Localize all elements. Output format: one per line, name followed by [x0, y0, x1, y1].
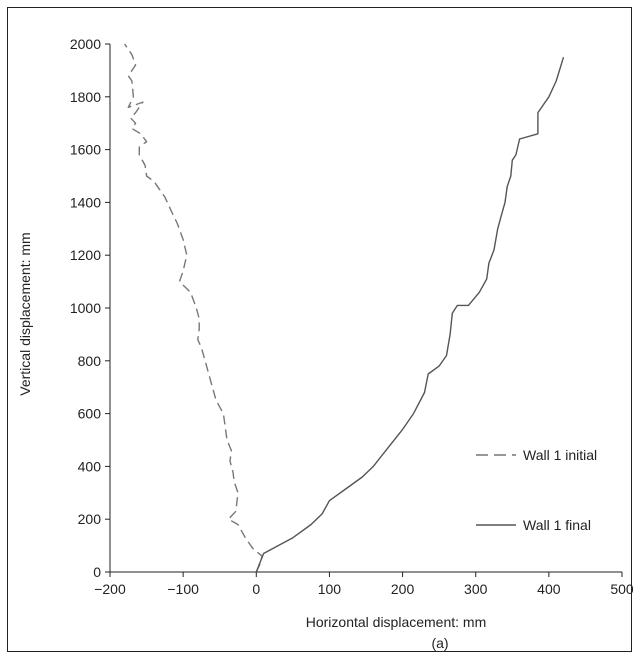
x-tick-label: −200 — [94, 581, 126, 597]
x-tick-label: 200 — [391, 581, 415, 597]
y-tick-label: 1000 — [70, 300, 101, 316]
y-tick-label: 0 — [93, 564, 101, 580]
x-tick-label: 300 — [464, 581, 488, 597]
y-tick-label: 2000 — [70, 36, 101, 52]
y-tick-label: 800 — [78, 353, 102, 369]
x-tick-label: 500 — [610, 581, 634, 597]
series-layer — [124, 43, 565, 573]
y-axis-title: Vertical displacement: mm — [17, 232, 33, 395]
x-tick-label: 100 — [318, 581, 342, 597]
x-tick-label: 0 — [252, 581, 260, 597]
y-tick-label: 1400 — [70, 194, 101, 210]
x-axis-title: Horizontal displacement: mm — [306, 614, 487, 630]
legend: Wall 1 initial Wall 1 final — [476, 447, 597, 533]
figure-frame — [7, 7, 632, 652]
x-tick-label: −100 — [167, 581, 199, 597]
x-tick-label: 400 — [537, 581, 561, 597]
y-tick-label: 400 — [78, 458, 102, 474]
y-tick-label: 1800 — [70, 89, 101, 105]
y-tick-label: 600 — [78, 406, 102, 422]
legend-label: Wall 1 initial — [523, 447, 597, 463]
axes: −200 −100 0 100 200 300 400 500 0 200 400 600 800 100… — [70, 36, 634, 597]
y-tick-label: 1600 — [70, 142, 101, 158]
figure-caption: (a) — [431, 635, 448, 651]
series-line-wall-1-initial — [124, 43, 263, 573]
y-tick-label: 200 — [78, 511, 102, 527]
series-line-wall-1-final — [255, 56, 565, 573]
legend-label: Wall 1 final — [523, 517, 591, 533]
y-tick-label: 1200 — [70, 247, 101, 263]
